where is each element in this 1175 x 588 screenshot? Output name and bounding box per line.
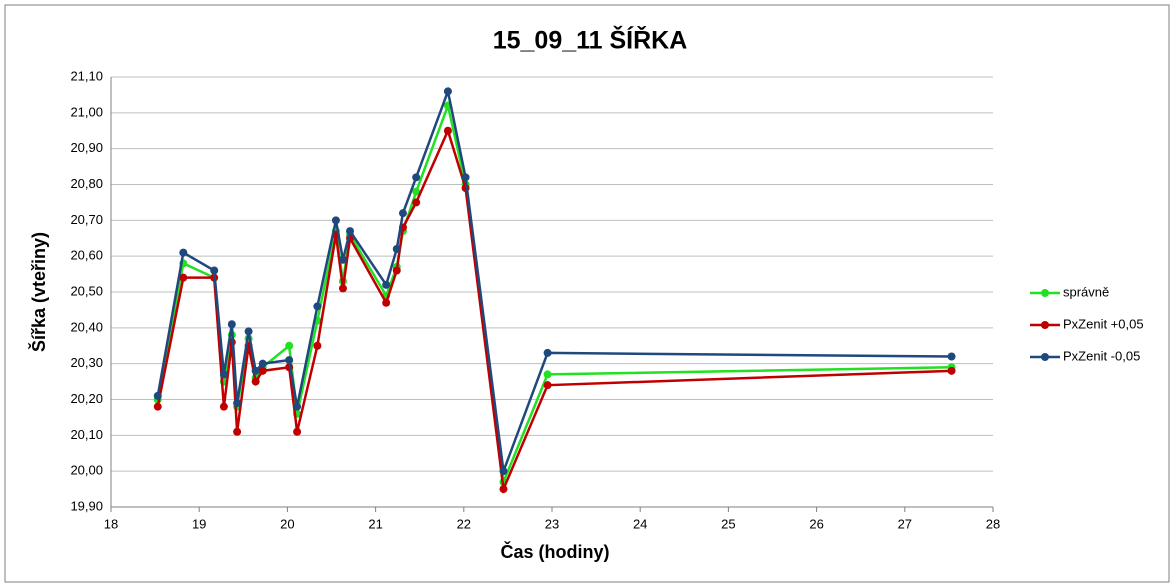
data-point bbox=[285, 356, 294, 365]
data-point bbox=[251, 377, 260, 386]
x-tick-label: 21 bbox=[368, 516, 382, 531]
data-point bbox=[233, 427, 242, 436]
data-point bbox=[331, 216, 340, 225]
data-point bbox=[219, 370, 228, 379]
data-point bbox=[398, 209, 407, 218]
data-point bbox=[313, 341, 322, 350]
legend-label: PxZenit +0,05 bbox=[1063, 316, 1144, 331]
y-tick-label: 20,80 bbox=[70, 176, 103, 191]
data-point bbox=[293, 427, 302, 436]
data-point bbox=[382, 298, 391, 307]
data-point bbox=[412, 173, 421, 182]
y-tick-label: 20,30 bbox=[70, 355, 103, 370]
data-point bbox=[443, 87, 452, 96]
data-point bbox=[227, 320, 236, 329]
y-tick-label: 21,00 bbox=[70, 104, 103, 119]
data-point bbox=[392, 245, 401, 253]
y-tick-label: 20,00 bbox=[70, 463, 103, 478]
y-tick-label: 20,50 bbox=[70, 283, 103, 298]
data-point bbox=[412, 187, 421, 196]
x-tick-label: 25 bbox=[721, 516, 735, 531]
x-tick-label: 24 bbox=[633, 516, 647, 531]
data-point bbox=[392, 266, 401, 275]
data-point bbox=[179, 273, 188, 282]
x-tick-label: 28 bbox=[986, 516, 1000, 531]
y-tick-label: 20,40 bbox=[70, 319, 103, 334]
data-point bbox=[543, 348, 552, 357]
x-tick-label: 18 bbox=[104, 516, 118, 531]
x-tick-label: 23 bbox=[545, 516, 559, 531]
legend-marker bbox=[1041, 353, 1049, 361]
series-line bbox=[156, 86, 952, 472]
data-point bbox=[346, 227, 355, 236]
x-tick-label: 27 bbox=[898, 516, 912, 531]
data-point bbox=[153, 391, 162, 400]
data-point bbox=[461, 173, 470, 182]
x-axis-title: Čas (hodiny) bbox=[500, 541, 609, 562]
legend-label: správně bbox=[1063, 284, 1109, 299]
legend-label: PxZenit -0,05 bbox=[1063, 348, 1140, 363]
data-point bbox=[293, 402, 302, 411]
x-tick-label: 19 bbox=[192, 516, 206, 531]
data-point bbox=[543, 370, 552, 379]
y-tick-label: 21,10 bbox=[70, 68, 103, 83]
data-point bbox=[543, 381, 552, 390]
data-point bbox=[313, 302, 322, 311]
data-point bbox=[443, 126, 452, 135]
chart-title: 15_09_11 ŠÍŘKA bbox=[493, 25, 688, 55]
series-line bbox=[156, 127, 952, 494]
data-point bbox=[251, 366, 260, 375]
data-point bbox=[210, 266, 219, 275]
data-point bbox=[947, 366, 956, 375]
data-point bbox=[499, 467, 508, 476]
y-tick-label: 19,90 bbox=[70, 498, 103, 513]
data-point bbox=[412, 198, 421, 207]
x-tick-label: 20 bbox=[280, 516, 294, 531]
data-point bbox=[499, 485, 508, 494]
data-point bbox=[179, 248, 188, 257]
y-tick-label: 20,90 bbox=[70, 140, 103, 155]
data-point bbox=[233, 399, 242, 408]
data-point bbox=[258, 366, 267, 375]
y-tick-label: 20,70 bbox=[70, 212, 103, 227]
chart-border bbox=[4, 4, 1170, 583]
y-tick-label: 20,10 bbox=[70, 427, 103, 442]
data-point bbox=[258, 359, 267, 368]
data-point bbox=[947, 352, 956, 361]
y-tick-label: 20,60 bbox=[70, 248, 103, 263]
data-point bbox=[338, 284, 347, 293]
data-point bbox=[244, 327, 253, 336]
x-tick-label: 26 bbox=[809, 516, 823, 531]
legend-marker bbox=[1041, 289, 1049, 297]
y-axis-title: Šířka (vteřiny) bbox=[28, 232, 49, 352]
data-point bbox=[382, 280, 391, 289]
data-point bbox=[338, 255, 347, 264]
data-point bbox=[219, 402, 228, 411]
y-tick-label: 20,20 bbox=[70, 391, 103, 406]
legend-marker bbox=[1041, 321, 1049, 329]
x-tick-label: 22 bbox=[457, 516, 471, 531]
data-point bbox=[285, 341, 294, 350]
data-point bbox=[153, 402, 162, 411]
